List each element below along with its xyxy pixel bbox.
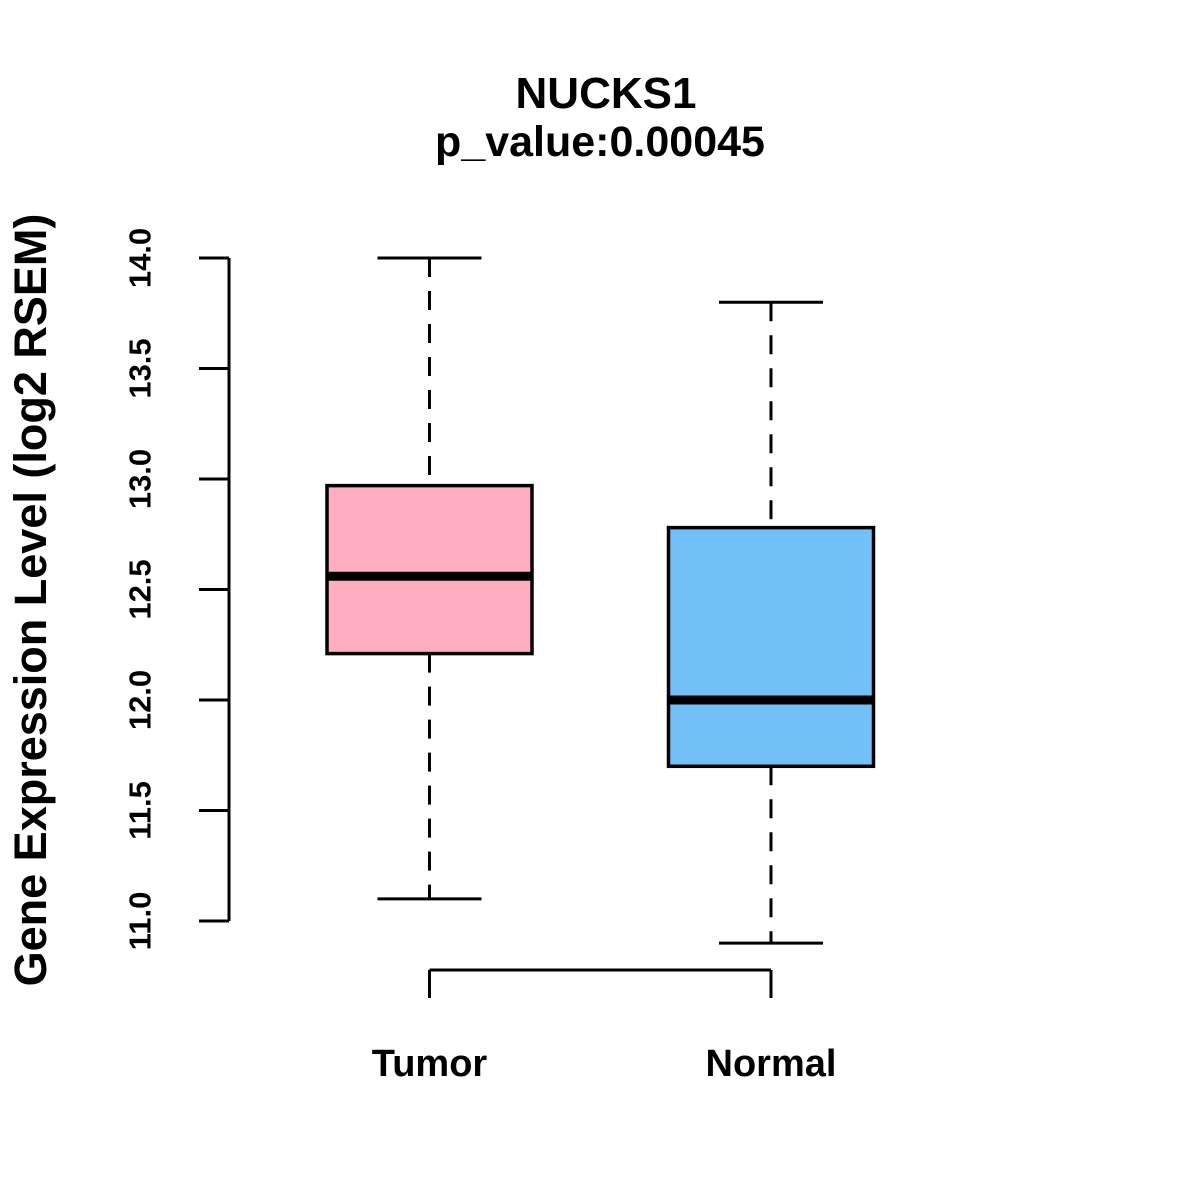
box-series (325, 256, 876, 945)
chart-pvalue-subtitle: p_value:0.00045 (435, 118, 765, 166)
y-axis-title: Gene Expression Level (log2 RSEM) (5, 214, 56, 987)
y-tick-label: 14.0 (123, 228, 158, 288)
chart-title: NUCKS1 (516, 69, 697, 118)
y-tick-label: 11.5 (123, 781, 158, 840)
y-tick-label: 13.5 (123, 338, 158, 398)
iqr-box (666, 525, 876, 769)
y-tick-label: 12.5 (123, 559, 158, 619)
iqr-box (325, 483, 534, 656)
x-category-label-normal: Normal (706, 1043, 837, 1085)
y-tick-label: 11.0 (123, 892, 158, 951)
y-tick-label: 12.0 (123, 670, 158, 730)
boxplot-normal (666, 300, 876, 945)
y-tick-label: 13.0 (123, 449, 158, 509)
y-axis: 11.0 11.5 12.0 12.5 13.0 13.5 14.0 (123, 228, 231, 951)
x-category-label-tumor: Tumor (372, 1043, 488, 1085)
boxplot-tumor (325, 256, 534, 901)
x-axis: Tumor Normal (372, 968, 837, 1085)
